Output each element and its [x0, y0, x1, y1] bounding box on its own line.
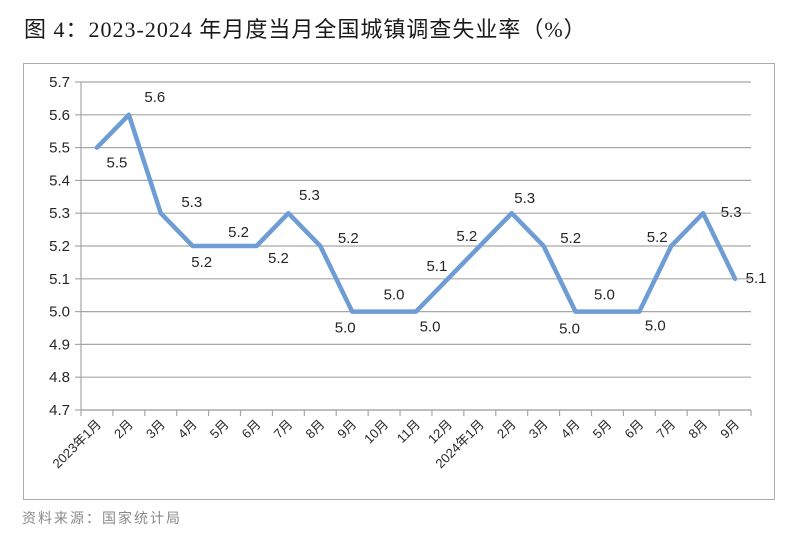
- data-label: 5.3: [181, 194, 202, 211]
- x-axis-label: 5月: [590, 417, 615, 442]
- data-label: 5.2: [228, 224, 249, 241]
- data-label: 5.0: [594, 287, 615, 304]
- data-label: 5.0: [384, 287, 405, 304]
- x-axis-label: 6月: [622, 417, 647, 442]
- x-axis-label: 7月: [653, 417, 678, 442]
- x-axis-label: 8月: [685, 417, 710, 442]
- x-axis-label: 8月: [302, 417, 327, 442]
- x-axis-label: 4月: [558, 417, 583, 442]
- data-label: 5.2: [560, 230, 581, 247]
- data-label: 5.0: [559, 321, 580, 338]
- chart-title: 图 4：2023-2024 年月度当月全国城镇调查失业率（%）: [24, 17, 587, 42]
- x-axis-label: 2月: [494, 417, 519, 442]
- data-label: 5.5: [107, 155, 128, 172]
- chart-plot-frame: 5.7 5.6 5.5 5.4 5.3 5.2 5.1 5.0 4.9 4.8 4.7 5.5 5.6 5…: [23, 63, 775, 500]
- x-axis-label: 9月: [717, 417, 742, 442]
- y-axis-label: 4.7: [49, 402, 70, 419]
- y-axis-label: 5.0: [49, 304, 70, 321]
- y-axis-label: 5.4: [49, 172, 70, 189]
- x-axis-label: 2023年1月: [50, 417, 105, 472]
- x-axis-label: 11月: [394, 417, 423, 446]
- x-axis-label: 10月: [361, 417, 391, 447]
- x-axis-label: 7月: [271, 417, 296, 442]
- data-label: 5.2: [456, 228, 477, 245]
- y-axis-label: 5.3: [49, 205, 70, 222]
- x-axis-label: 4月: [175, 417, 200, 442]
- data-label: 5.2: [191, 254, 212, 271]
- source-note: 资料来源：国家统计局: [22, 512, 182, 527]
- y-axis-label: 5.1: [49, 271, 70, 288]
- data-label: 5.2: [338, 230, 359, 247]
- data-label: 5.3: [721, 204, 742, 221]
- x-axis-label: 3月: [143, 417, 168, 442]
- data-label: 5.1: [426, 258, 447, 275]
- y-axis-label: 5.5: [49, 140, 70, 157]
- x-axis-label: 3月: [526, 417, 551, 442]
- y-axis-label: 5.2: [49, 238, 70, 255]
- series-line: [94, 112, 738, 314]
- data-label: 5.6: [144, 89, 165, 106]
- data-label: 5.3: [514, 190, 535, 207]
- data-label: 5.2: [268, 250, 289, 267]
- y-axis-label: 4.8: [49, 369, 70, 386]
- y-axis-label: 4.9: [49, 336, 70, 353]
- y-axis-label: 5.6: [49, 107, 70, 124]
- x-axis-label: 9月: [334, 417, 359, 442]
- data-label: 5.0: [645, 318, 666, 335]
- data-label: 5.0: [335, 320, 356, 337]
- y-axis-label: 5.7: [49, 74, 70, 91]
- data-label: 5.3: [299, 187, 320, 204]
- data-label: 5.2: [647, 229, 668, 246]
- x-axis-label: 2月: [111, 417, 136, 442]
- data-label: 5.1: [746, 270, 767, 287]
- x-axis-label: 5月: [207, 417, 232, 442]
- unemployment-line-chart: 5.7 5.6 5.5 5.4 5.3 5.2 5.1 5.0 4.9 4.8 4.7 5.5 5.6 5…: [49, 74, 767, 472]
- data-label: 5.0: [420, 319, 441, 336]
- x-axis-label: 6月: [239, 417, 264, 442]
